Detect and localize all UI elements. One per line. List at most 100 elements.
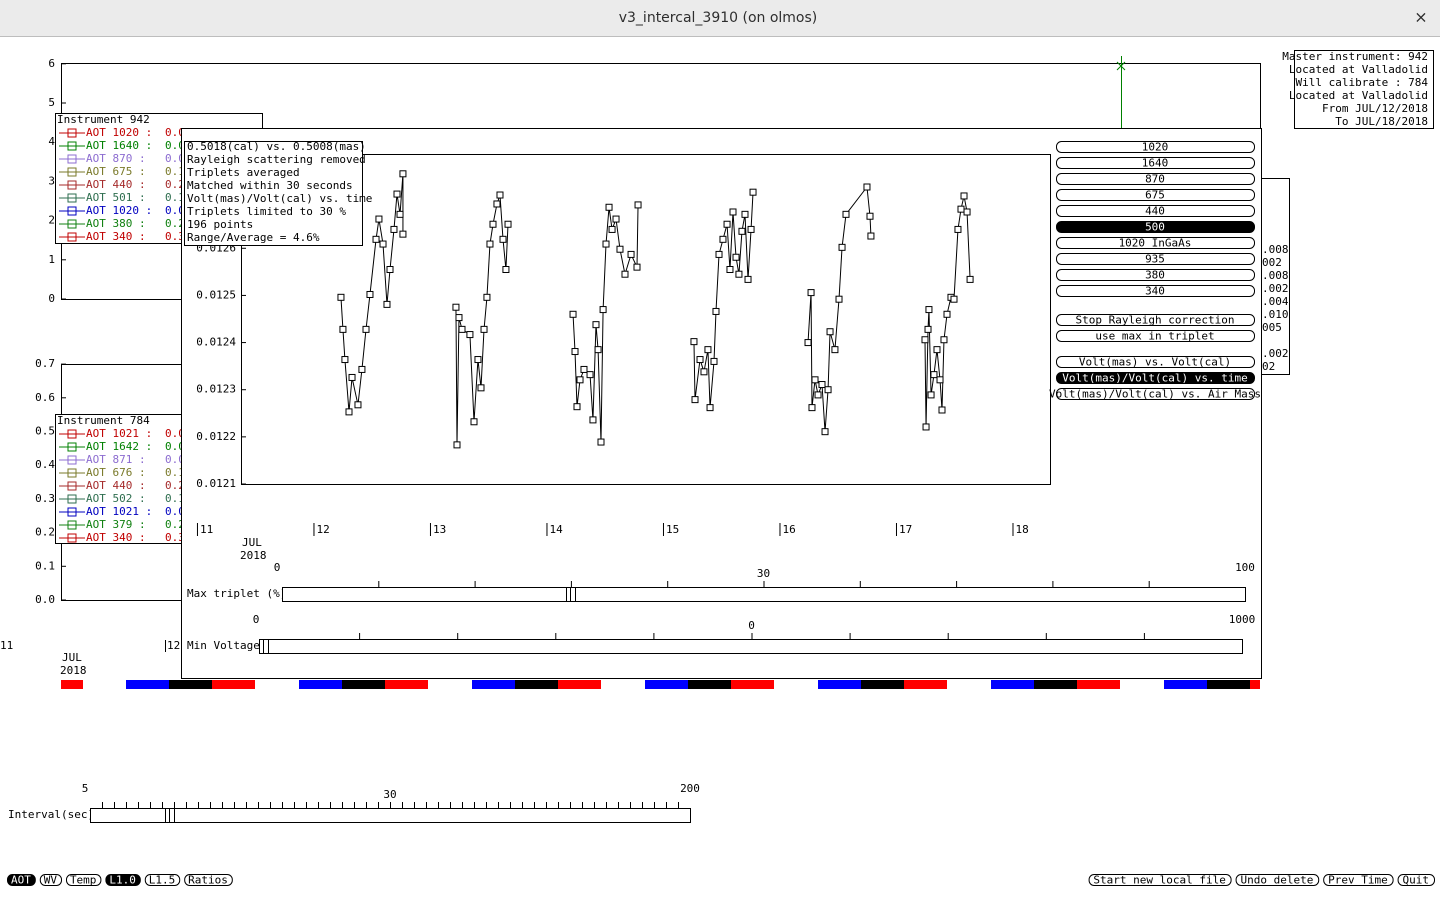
legend-label: AOT 1020 : [86, 126, 152, 139]
data-point [576, 376, 584, 384]
button-label: Stop Rayleigh correction [1076, 314, 1235, 327]
data-point [589, 416, 597, 424]
slider-track[interactable] [90, 808, 691, 823]
data-point [936, 376, 944, 384]
info-line: From JUL/12/2018 [1322, 102, 1428, 115]
data-point [831, 346, 839, 354]
button[interactable] [1088, 874, 1232, 886]
button[interactable] [1323, 874, 1394, 886]
strip-segment [818, 680, 861, 689]
x-month: JUL [62, 651, 82, 664]
data-point [719, 235, 727, 243]
data-point [379, 240, 387, 248]
data-point [496, 191, 504, 199]
button[interactable] [66, 874, 102, 886]
data-point [452, 303, 460, 311]
button[interactable] [1397, 874, 1435, 886]
legend-value: 002 [1262, 256, 1282, 269]
data-point [710, 357, 718, 365]
button[interactable] [1056, 330, 1255, 342]
data-point [933, 346, 941, 354]
data-point [383, 300, 391, 308]
data-point [594, 346, 602, 354]
y-tick-label: 0.7 [35, 357, 55, 370]
button-label: 1020 InGaAs [1119, 237, 1192, 250]
info-line: Will calibrate : 784 [1296, 76, 1429, 89]
close-button[interactable]: × [1414, 8, 1427, 27]
button[interactable] [1056, 221, 1255, 233]
button[interactable] [1056, 372, 1255, 384]
data-point [396, 210, 404, 218]
strip-segment [861, 680, 904, 689]
legend-label: AOT 1640 : [86, 139, 152, 152]
legend-marker [67, 468, 77, 478]
button[interactable] [1056, 237, 1255, 249]
button[interactable] [1056, 253, 1255, 265]
slider-track[interactable] [282, 587, 1246, 602]
button[interactable] [184, 874, 233, 886]
button-label: Volt(mas)/Volt(cal) vs. time [1062, 372, 1247, 385]
slider-track[interactable] [261, 639, 1243, 654]
x-tick-label: 18 [1015, 523, 1028, 536]
button[interactable] [39, 874, 62, 886]
y-tick-label: 0.6 [35, 391, 55, 404]
button-label: Temp [70, 874, 97, 887]
button[interactable] [1056, 388, 1255, 400]
legend-marker [67, 141, 77, 151]
data-point [729, 208, 737, 216]
button-label: use max in triplet [1095, 330, 1214, 343]
data-point [348, 373, 356, 381]
data-point [345, 408, 353, 416]
button-label: WV [44, 874, 58, 887]
button[interactable] [144, 874, 181, 886]
button[interactable] [7, 874, 36, 886]
legend-value: .004 [1262, 295, 1289, 308]
button[interactable] [1056, 314, 1255, 326]
info-line: Located at Valladolid [1289, 63, 1428, 76]
data-point [738, 227, 746, 235]
data-point [399, 230, 407, 238]
data-point [455, 314, 463, 322]
data-point [863, 183, 871, 191]
y-tick-label: 2 [48, 214, 55, 227]
y-tick-label: 5 [48, 96, 55, 109]
button[interactable] [1056, 157, 1255, 169]
data-point [867, 232, 875, 240]
data-point [602, 240, 610, 248]
data-point [592, 321, 600, 329]
button[interactable] [1235, 874, 1320, 886]
button[interactable] [105, 874, 141, 886]
legend-value: 0.0 [165, 505, 185, 518]
legend-value: 0.0 [165, 204, 185, 217]
y-tick-label: 0.3 [35, 492, 55, 505]
data-point [954, 225, 962, 233]
legend-marker [67, 455, 77, 465]
strip-segment [342, 680, 385, 689]
button-label: 340 [1145, 285, 1165, 298]
data-point [835, 295, 843, 303]
x-tick-label: 17 [899, 523, 912, 536]
button[interactable] [1056, 356, 1255, 368]
info-line: Matched within 30 seconds [187, 179, 353, 192]
button[interactable] [1056, 269, 1255, 281]
slider-mid: 0 [748, 619, 755, 632]
data-point [726, 266, 734, 273]
legend-value: .002 [1262, 347, 1289, 360]
button[interactable] [1056, 141, 1255, 153]
data-point [337, 293, 345, 301]
data-point [712, 307, 720, 315]
legend-value: 0.0 [165, 139, 185, 152]
data-point [599, 306, 607, 314]
data-point [704, 346, 712, 354]
data-point [612, 215, 620, 223]
legend-marker [67, 429, 77, 439]
x-year: 2018 [240, 549, 267, 562]
button[interactable] [1056, 189, 1255, 201]
button-label: 675 [1145, 189, 1165, 202]
data-point [608, 225, 616, 233]
legend-value: .008 [1262, 243, 1289, 256]
button[interactable] [1056, 285, 1255, 297]
button[interactable] [1056, 205, 1255, 217]
data-point [838, 243, 846, 251]
button[interactable] [1056, 173, 1255, 185]
